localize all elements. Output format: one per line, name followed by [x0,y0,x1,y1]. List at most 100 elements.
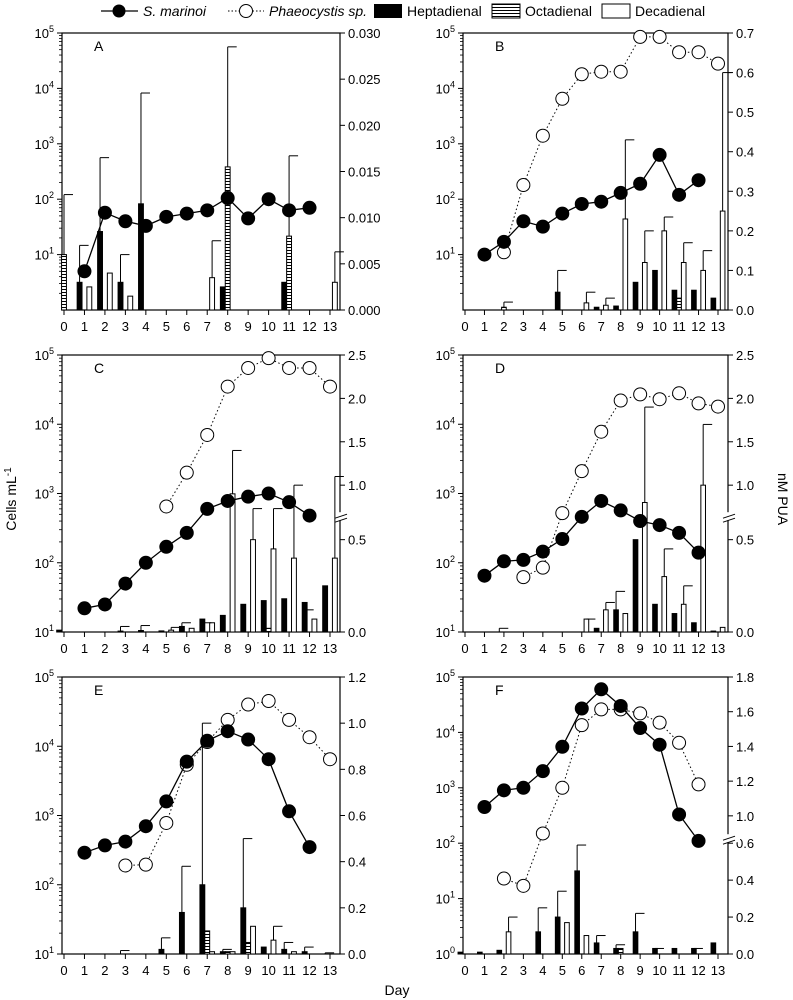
x-tick-label: 13 [711,963,725,978]
point-smarinoi [555,739,570,754]
y2-tick-label: 2.5 [736,348,754,363]
x-tick-label: 13 [323,963,337,978]
point-smarinoi [516,214,531,229]
point-phaeocystis [535,128,550,143]
point-phaeocystis [241,697,256,712]
y2-tick-label: 0.030 [348,26,381,41]
pua-bar-hept [632,281,639,311]
x-tick-label: 12 [302,319,316,334]
x-axis-label: Day [385,982,410,998]
x-tick-label: 8 [224,641,231,656]
point-smarinoi [477,800,492,815]
x-tick-label: 11 [282,963,296,978]
pua-bar-hept [632,931,639,955]
x-tick-label: 0 [461,641,468,656]
point-smarinoi [516,552,531,567]
x-tick-label: 8 [224,963,231,978]
x-tick-label: 5 [559,319,566,334]
point-phaeocystis [516,570,531,585]
point-phaeocystis [594,702,609,717]
x-tick-label: 7 [204,319,211,334]
pua-bar-hept [322,585,329,633]
legend-item-hept: Heptadienal [374,3,482,19]
point-phaeocystis [633,387,648,402]
x-tick-label: 11 [672,641,686,656]
point-phaeocystis [672,735,687,750]
x-tick-label: 11 [672,319,686,334]
point-phaeocystis [261,694,276,709]
point-smarinoi [282,804,297,819]
point-phaeocystis [711,56,725,71]
y2-tick-label: 0.015 [348,165,381,180]
legend-label-smarinoi: S. marinoi [143,3,207,19]
axis-break-mark [334,517,348,523]
x-tick-label: 9 [245,963,252,978]
x-tick-label: 2 [500,641,507,656]
y-tick-label: 105 [35,346,54,363]
x-tick-label: 12 [302,641,316,656]
point-smarinoi [241,732,256,747]
x-tick-label: 4 [539,319,546,334]
point-phaeocystis [516,878,531,893]
pua-bar-hept [613,305,619,311]
panel-c: C0 1 2 3 4 5 6 7 8 9 10 11 12 131011021031041050.00.5… [35,346,367,656]
y-tick-label: 101 [35,246,54,263]
x-tick-label: 6 [183,319,190,334]
point-phaeocystis [711,399,725,414]
point-phaeocystis [200,427,215,442]
y2-tick-label: 0.2 [736,224,754,239]
x-tick-label: 8 [224,319,231,334]
point-smarinoi [118,214,133,229]
pua-bar-hept [710,942,717,955]
x-tick-label: 11 [282,319,296,334]
x-tick-label: 2 [500,319,507,334]
y2-tick-label: 0.5 [736,533,754,548]
pua-bar-hept [281,598,288,633]
pua-bar-dec [86,286,93,311]
plot-frame [61,32,341,311]
x-tick-label: 0 [60,319,67,334]
y2-tick-label: 1.5 [348,435,366,450]
point-smarinoi [241,211,256,226]
pua-bar-dec [622,613,629,633]
series-line-phaeocystis [503,36,719,253]
x-tick-label: 1 [81,319,88,334]
y-tick-label: 100 [436,945,455,962]
y-tick-label: 102 [35,876,54,893]
y-tick-label: 104 [35,79,54,96]
x-tick-label: 8 [617,963,624,978]
pua-bar-hept [652,947,658,955]
x-tick-label: 9 [245,641,252,656]
point-smarinoi [261,192,276,207]
x-tick-label: 6 [183,641,190,656]
axis-break-mark [722,513,736,519]
point-phaeocystis [574,67,589,82]
x-tick-label: 12 [302,963,316,978]
y2-tick-label: 0.6 [348,809,366,824]
point-smarinoi [179,206,194,221]
pua-bar-hept [671,289,678,311]
x-tick-label: 11 [282,641,296,656]
y2-tick-label: 0.0 [348,625,366,640]
panel-d: D0 1 2 3 4 5 6 7 8 9 10 11 12 131011021031041050.00.5… [436,346,755,656]
pua-bar-hept [613,947,619,955]
y-tick-label: 105 [436,668,455,685]
panel-letter: B [495,38,504,54]
point-phaeocystis [613,64,628,79]
axis-break-mark [722,517,736,523]
y2-tick-label: 0.1 [736,263,754,278]
y2-tick-label: 2.0 [348,391,366,406]
x-tick-label: 9 [637,963,644,978]
pua-bar-hept [76,281,83,311]
y2-tick-label: 0.025 [348,72,381,87]
x-tick-label: 12 [691,319,705,334]
x-tick-label: 10 [261,319,275,334]
point-phaeocystis [594,424,609,439]
point-smarinoi [138,819,153,834]
x-tick-label: 1 [81,963,88,978]
y-tick-label: 104 [436,723,455,740]
y-tick-label: 102 [436,190,455,207]
point-phaeocystis [302,360,317,375]
point-phaeocystis [652,392,667,407]
legend-label-dec: Decadienal [635,3,705,19]
